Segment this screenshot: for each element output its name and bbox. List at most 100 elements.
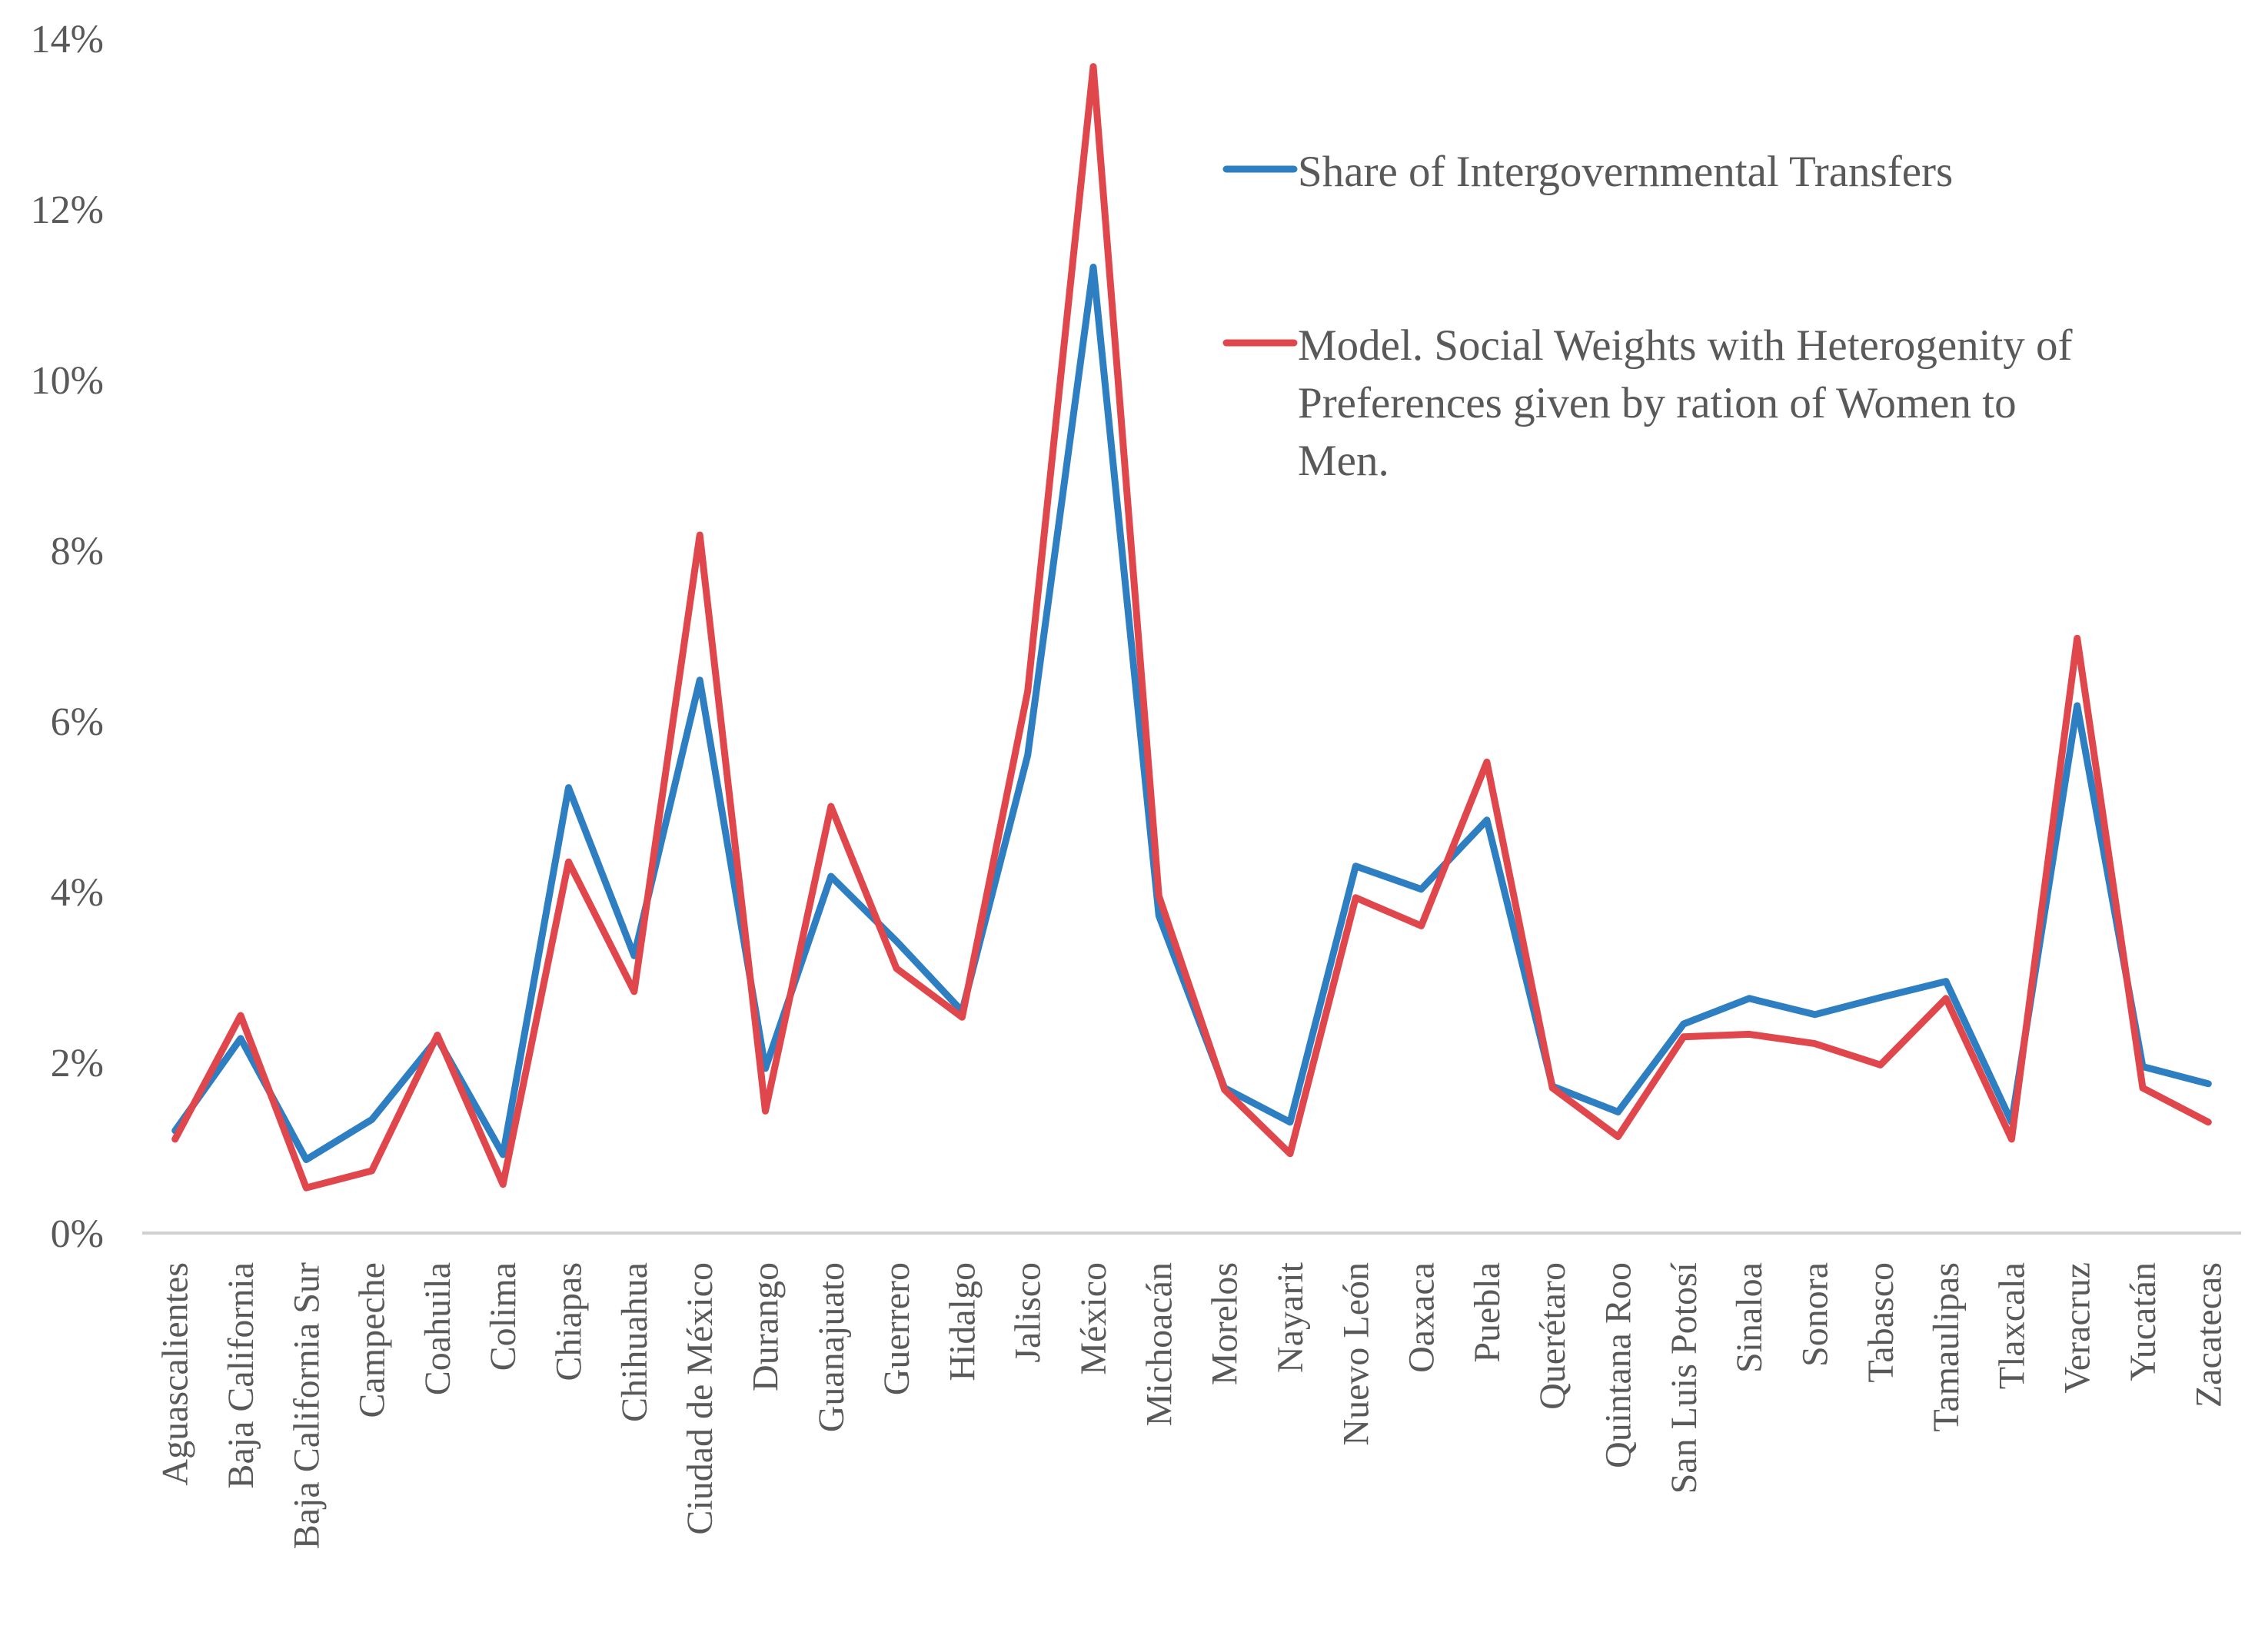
x-tick-label: Morelos	[1205, 1262, 1246, 1385]
data-point	[1484, 760, 1489, 765]
data-point	[1156, 893, 1162, 899]
y-axis: 0% 2% 4% 6% 8% 10% 12% 14%	[31, 18, 104, 1256]
x-tick-label: México	[1073, 1262, 1114, 1375]
series-line	[171, 63, 2212, 1192]
x-tick-label: Sinaloa	[1729, 1262, 1770, 1373]
data-point	[960, 1015, 965, 1020]
x-tick-label: Sonora	[1794, 1262, 1835, 1367]
data-point	[238, 1012, 243, 1018]
x-tick-label: Chiapas	[549, 1262, 590, 1381]
data-point	[1287, 1151, 1292, 1156]
data-point	[566, 859, 571, 865]
data-point	[369, 1117, 374, 1122]
x-tick-label: Durango	[745, 1262, 786, 1391]
x-tick-label: San Luis Potosí	[1664, 1262, 1705, 1494]
legend-label: Share of Intergovernmental Transfers	[1298, 148, 1953, 196]
data-point	[1222, 1087, 1227, 1092]
y-tick-label: 10%	[31, 359, 104, 403]
data-point	[1747, 1032, 1752, 1037]
x-tick-label: Tabasco	[1861, 1262, 1901, 1383]
data-point	[631, 953, 637, 959]
data-point	[828, 874, 833, 879]
data-point	[1353, 863, 1359, 869]
y-tick-label: 6%	[51, 700, 104, 744]
x-tick-label: Puebla	[1467, 1262, 1508, 1363]
x-tick-label: Oaxaca	[1402, 1262, 1442, 1373]
data-point	[2074, 703, 2080, 709]
x-tick-label: Ciudad de México	[680, 1262, 720, 1535]
data-point	[1091, 64, 1096, 69]
data-point	[1615, 1109, 1621, 1115]
data-point	[172, 1136, 178, 1142]
data-point	[566, 785, 571, 790]
series-1	[171, 63, 2212, 1192]
x-tick-label: Aguascalientes	[155, 1262, 196, 1486]
x-tick-label: Jalisco	[1008, 1262, 1049, 1363]
data-point	[501, 1182, 506, 1187]
data-point	[1944, 979, 1949, 984]
series-group	[171, 63, 2212, 1192]
y-tick-label: 4%	[51, 871, 104, 915]
x-tick-label: Chihuahua	[614, 1262, 655, 1422]
x-tick-label: Tamaulipas	[1926, 1262, 1967, 1432]
data-point	[894, 939, 900, 944]
data-point	[631, 989, 637, 994]
data-point	[1681, 1034, 1686, 1039]
data-point	[1878, 995, 1883, 1000]
data-point	[2206, 1081, 2211, 1086]
x-tick-label: Querétaro	[1532, 1262, 1573, 1410]
data-point	[1353, 895, 1359, 900]
data-point	[1878, 1062, 1883, 1068]
y-tick-label: 8%	[51, 530, 104, 573]
data-point	[1287, 1119, 1292, 1125]
x-tick-label: Zacatecas	[2188, 1262, 2229, 1408]
data-point	[304, 1185, 309, 1191]
x-tick-label: Baja California	[221, 1262, 261, 1489]
data-point	[434, 1032, 440, 1038]
data-point	[763, 1109, 768, 1114]
x-tick-label: Colima	[483, 1262, 524, 1371]
data-point	[1025, 753, 1030, 758]
x-tick-label: Quintana Roo	[1598, 1262, 1639, 1468]
legend-label: Preferences given by ration of Women to	[1298, 379, 2017, 427]
x-tick-label: Tlaxcala	[1991, 1262, 2032, 1389]
data-point	[1550, 1085, 1555, 1091]
data-point	[697, 533, 703, 538]
data-point	[1812, 1041, 1818, 1046]
x-axis: Aguascalientes Baja California Baja Califo…	[155, 1261, 2230, 1549]
data-point	[501, 1152, 506, 1157]
data-point	[2074, 636, 2080, 641]
legend-label: Men.	[1298, 437, 1389, 485]
data-point	[828, 804, 833, 809]
y-tick-label: 2%	[51, 1042, 104, 1085]
data-point	[1484, 817, 1489, 823]
data-point	[1681, 1022, 1686, 1027]
data-point	[1419, 886, 1424, 892]
x-tick-label: Veracruz	[2057, 1262, 2098, 1394]
data-point	[1944, 996, 1949, 1001]
data-point	[1812, 1012, 1818, 1017]
x-tick-label: Campeche	[352, 1262, 393, 1418]
data-point	[369, 1168, 374, 1173]
x-tick-label: Baja California Sur	[286, 1262, 327, 1549]
data-point	[894, 966, 900, 971]
data-point	[304, 1157, 309, 1162]
data-point	[1025, 689, 1030, 694]
x-tick-label: Guerrero	[876, 1262, 917, 1395]
data-point	[1615, 1134, 1621, 1139]
y-tick-label: 12%	[31, 188, 104, 232]
x-tick-label: Hidalgo	[942, 1262, 983, 1381]
x-tick-label: Guanajuato	[811, 1262, 852, 1432]
data-point	[697, 677, 703, 683]
data-point	[1091, 264, 1096, 270]
y-tick-label: 14%	[31, 18, 104, 61]
data-point	[2140, 1085, 2146, 1091]
x-tick-label: Yucatán	[2123, 1262, 2164, 1381]
legend-item: Model. Social Weights with Heterogenity …	[1222, 321, 2073, 485]
y-tick-label: 0%	[51, 1212, 104, 1256]
legend: Share of Intergovernmental Transfers Mode…	[1222, 148, 2073, 485]
x-tick-label: Michoacán	[1139, 1262, 1179, 1426]
data-point	[1419, 923, 1424, 929]
x-tick-label: Nuevo León	[1335, 1262, 1376, 1446]
